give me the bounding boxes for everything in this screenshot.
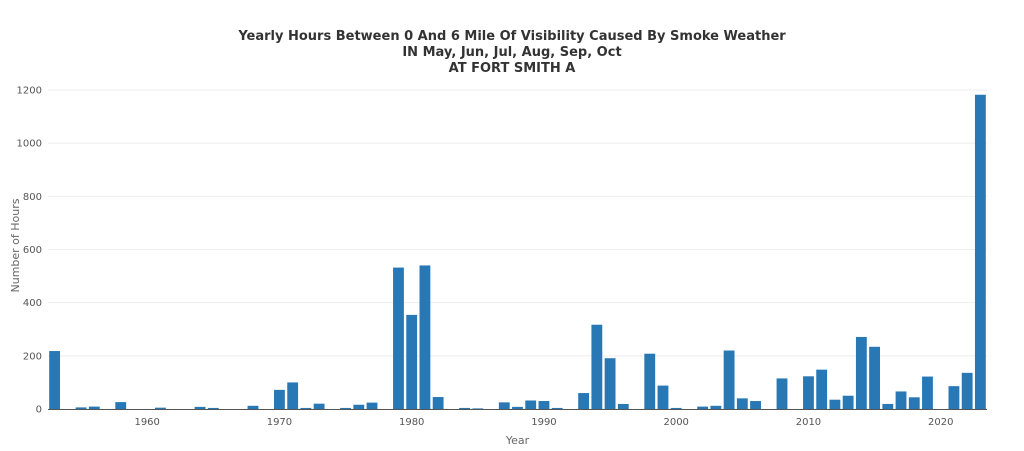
bar: [353, 404, 365, 409]
bar: [882, 403, 894, 409]
bar: [300, 407, 312, 409]
bars: [49, 94, 986, 409]
bar: [512, 406, 523, 409]
bar: [922, 376, 933, 409]
x-tick-label: 2020: [928, 417, 953, 428]
x-tick-label: 1980: [399, 417, 424, 428]
bar: [908, 397, 920, 409]
bar: [538, 401, 550, 409]
bar: [617, 403, 629, 409]
y-tick-label: 600: [23, 245, 42, 256]
bar: [697, 406, 709, 409]
bar: [670, 407, 682, 409]
bar: [207, 407, 219, 409]
bar: [855, 336, 867, 409]
bar: [961, 372, 973, 409]
x-axis-title: Year: [505, 434, 530, 447]
bar: [604, 358, 616, 409]
y-tick-label: 400: [23, 298, 42, 309]
bar: [974, 94, 986, 409]
x-tick-label: 1970: [267, 417, 292, 428]
bar: [842, 395, 854, 409]
bar: [406, 314, 418, 409]
x-tick-label: 2010: [796, 417, 821, 428]
chart-title-line-3: AT FORT SMITH A: [449, 61, 576, 76]
bar: [49, 351, 61, 409]
bar: [591, 324, 603, 409]
bar: [88, 406, 100, 409]
x-tick-label: 1990: [531, 417, 556, 428]
bar: [75, 407, 87, 409]
bar: [194, 406, 206, 409]
bar: [115, 402, 127, 409]
bar: [776, 378, 788, 409]
x-tick-label: 2000: [663, 417, 688, 428]
y-gridlines: [48, 89, 987, 357]
bar: [644, 353, 656, 409]
chart-title: Yearly Hours Between 0 And 6 Mile Of Vis…: [237, 29, 786, 76]
bar: [551, 407, 563, 409]
bar: [710, 405, 722, 409]
bar: [287, 382, 299, 409]
bar: [578, 393, 590, 409]
bar: [750, 401, 761, 409]
bar: [657, 385, 669, 409]
y-axis-ticks: 0 200 400 600 800 1000 1200: [17, 85, 42, 415]
bar: [274, 389, 285, 409]
chart-title-line-2: IN May, Jun, Jul, Aug, Sep, Oct: [402, 45, 621, 60]
bar: [816, 369, 828, 409]
bar: [803, 376, 814, 409]
bar: [525, 400, 537, 409]
bar: [340, 407, 351, 409]
chart-title-line-1: Yearly Hours Between 0 And 6 Mile Of Vis…: [237, 29, 786, 44]
bar: [498, 402, 510, 409]
y-tick-label: 1200: [17, 85, 42, 96]
bar: [472, 408, 484, 409]
y-tick-label: 0: [36, 405, 42, 416]
y-tick-label: 800: [23, 192, 42, 203]
bar: [419, 265, 431, 409]
bar: [895, 391, 907, 409]
bar: [869, 346, 880, 409]
bar: [723, 350, 735, 409]
bar: [948, 386, 960, 409]
bar: [393, 267, 404, 409]
bar: [366, 402, 378, 409]
bar: [313, 403, 325, 409]
x-tick-label: 1960: [134, 417, 159, 428]
bar: [459, 407, 471, 409]
bar: [432, 397, 444, 409]
y-tick-label: 200: [23, 351, 42, 362]
y-tick-label: 1000: [17, 139, 42, 150]
bar: [736, 398, 748, 409]
bar: [154, 407, 166, 409]
bar: [247, 405, 259, 409]
bar: [829, 399, 841, 409]
y-axis-title: Number of Hours: [9, 198, 22, 292]
x-axis-ticks: 1960 1970 1980 1990 2000 2010 2020: [134, 417, 953, 428]
